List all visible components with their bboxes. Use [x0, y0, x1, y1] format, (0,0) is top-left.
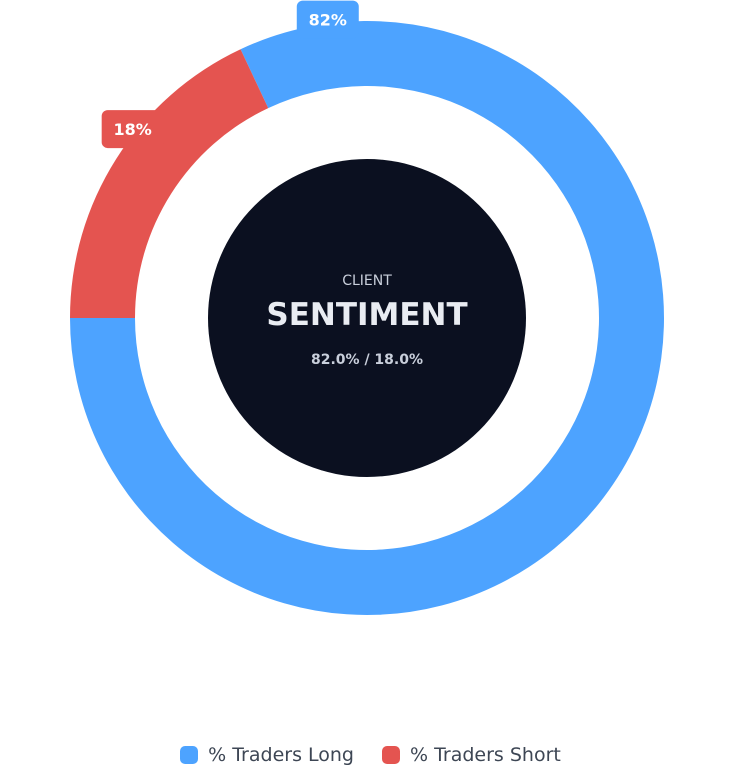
data-label-short: 18% — [101, 110, 164, 149]
data-label-long: 82% — [296, 0, 359, 39]
center-subtitle: 82.0% / 18.0% — [311, 352, 423, 368]
legend-swatch-short — [381, 746, 400, 764]
center-kicker: CLIENT — [342, 273, 392, 289]
legend-label-long: % Traders Long — [208, 744, 354, 766]
data-labels: 82% 18% — [101, 0, 359, 149]
legend-swatch-long — [180, 746, 199, 764]
legend-label-short: % Traders Short — [409, 744, 561, 766]
data-label-short-text: 18% — [114, 120, 152, 139]
sentiment-donut-chart: CLIENT SENTIMENT 82.0% / 18.0% 82% 18% — [70, 0, 664, 616]
slice-traders-short[interactable] — [70, 49, 269, 319]
chart-legend: % Traders Long % Traders Short — [0, 744, 741, 766]
data-label-short-badge — [101, 110, 164, 149]
data-label-long-text: 82% — [309, 11, 347, 30]
data-label-long-badge — [296, 0, 359, 39]
legend-item-traders-long[interactable]: % Traders Long — [180, 744, 354, 766]
center-disc — [208, 159, 526, 477]
legend-item-traders-short[interactable]: % Traders Short — [381, 744, 561, 766]
center-title: SENTIMENT — [266, 297, 467, 333]
donut-slices — [70, 21, 664, 616]
